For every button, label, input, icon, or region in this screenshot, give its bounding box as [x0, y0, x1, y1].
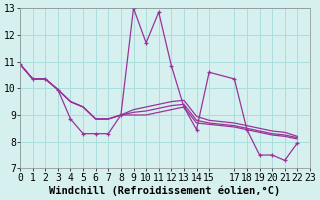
X-axis label: Windchill (Refroidissement éolien,°C): Windchill (Refroidissement éolien,°C) — [49, 185, 281, 196]
